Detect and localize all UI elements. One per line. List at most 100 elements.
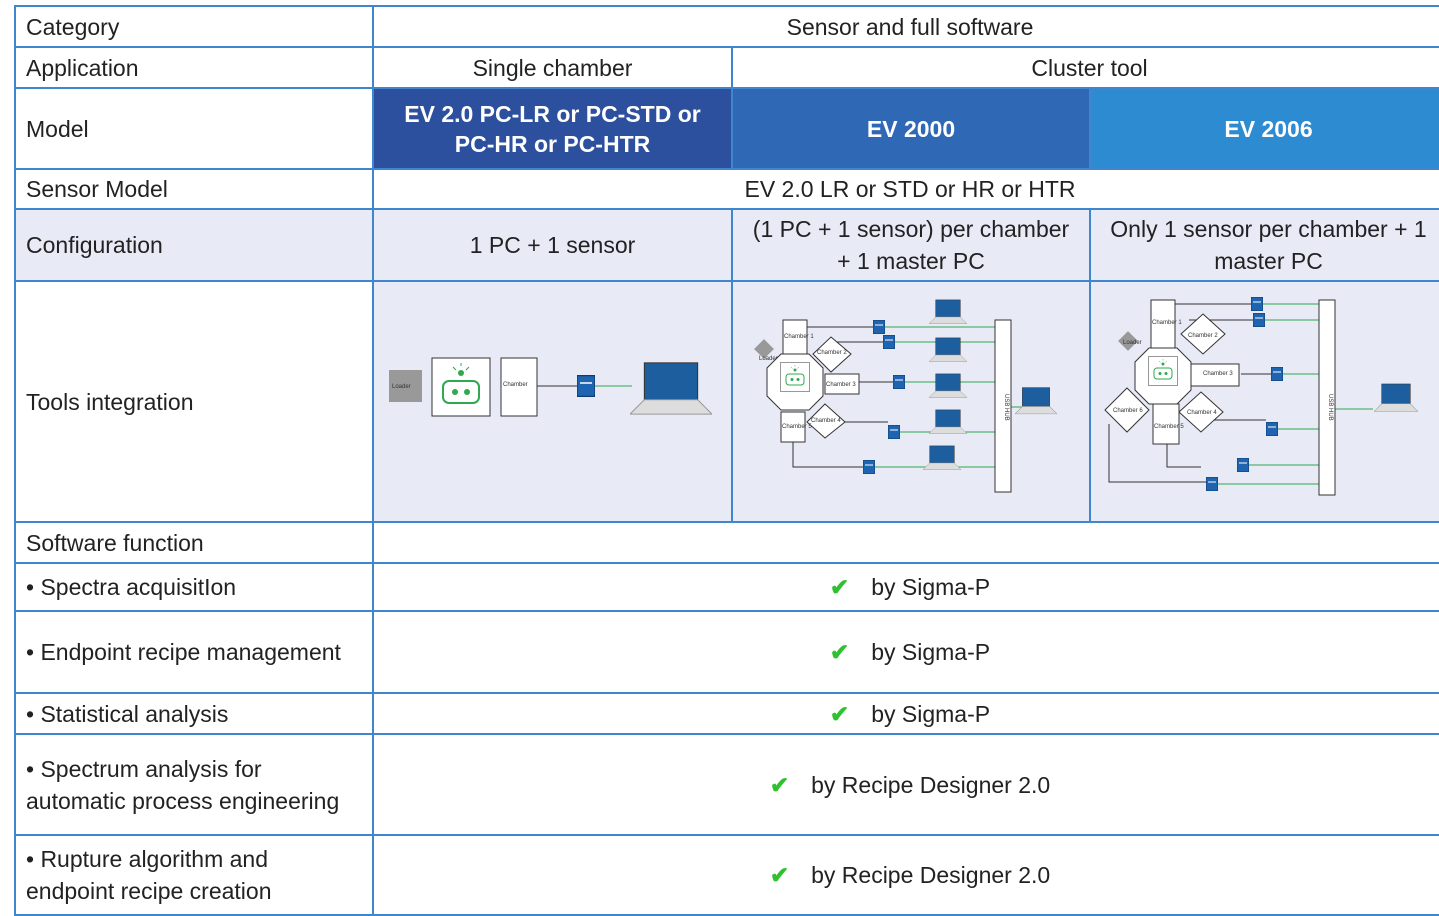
cell	[371, 521, 1439, 564]
row: Model EV 2.0 PC-LR or PC-STD or PC-HR or …	[14, 87, 1439, 170]
sensor	[883, 335, 895, 349]
usb-hub	[994, 319, 1012, 493]
diagram-label: USB HUB	[1003, 394, 1009, 421]
diagram-label: Chamber 6	[1113, 408, 1143, 414]
row: • Spectrum analysis for automatic proces…	[14, 733, 1439, 836]
laptop	[929, 409, 967, 434]
row: Configuration 1 PC + 1 sensor (1 PC + 1 se…	[14, 208, 1439, 282]
diagram-label: Chamber 4	[1187, 410, 1217, 416]
cell: Sensor and full software	[371, 5, 1439, 48]
cell: • Rupture algorithm and endpoint recipe …	[14, 834, 374, 916]
sensor	[873, 320, 885, 334]
sensor	[1251, 297, 1263, 311]
sensor	[893, 375, 905, 389]
diagram-label: Chamber 1	[784, 334, 814, 340]
row: Software function	[14, 521, 1439, 564]
diagram-label: Loader	[1123, 340, 1142, 346]
cell: 1 PC + 1 sensor	[372, 208, 733, 282]
chamber	[824, 373, 860, 395]
diagram-label: Chamber 2	[817, 350, 847, 356]
single-chamber-diagram: Loader Chamber	[389, 357, 712, 417]
cell: Model	[14, 87, 374, 170]
sensor	[888, 425, 900, 439]
cell: Only 1 sensor per chamber + 1 master PC	[1088, 208, 1439, 282]
cell: • Spectra acquisitIon	[14, 562, 374, 612]
cell: Tools integration	[14, 280, 374, 523]
cell: • Spectrum analysis for automatic proces…	[14, 733, 374, 836]
check-icon: ✔	[829, 574, 850, 600]
model-cell: EV 2.0 PC-LR or PC-STD or PC-HR or PC-HT…	[372, 87, 733, 170]
robot	[780, 362, 810, 392]
sensor	[1253, 313, 1265, 327]
laptop	[1374, 383, 1418, 412]
green-wires	[1218, 303, 1373, 485]
diagram-label: Chamber	[503, 382, 528, 388]
diagram-cell: Loader Chamber	[372, 280, 733, 523]
robot	[430, 357, 492, 417]
diagram-label: Chamber 1	[1152, 320, 1182, 326]
diagram-cell: Loader Chamber 1 Chamber 2 Chamber 3 Cha…	[1088, 280, 1439, 523]
cell: Configuration	[14, 208, 374, 282]
row: Application Single chamber Cluster tool	[14, 46, 1439, 89]
cell: ✔ by Sigma-P	[371, 692, 1439, 735]
cell: ✔ by Recipe Designer 2.0	[371, 733, 1439, 836]
chamber	[782, 319, 808, 355]
cell-text: by Recipe Designer 2.0	[811, 771, 1051, 798]
cell: Category	[14, 5, 374, 48]
usb-hub	[1318, 299, 1336, 496]
sensor	[1266, 422, 1278, 436]
cell: EV 2.0 LR or STD or HR or HTR	[371, 168, 1439, 210]
diagram-cell: Loader Chamber 1 Chamber 2 Chamber 3 Cha…	[731, 280, 1091, 523]
diagram-label: Chamber 3	[1203, 371, 1233, 377]
chamber	[1150, 299, 1176, 349]
cell: Application	[14, 46, 374, 89]
cell-text: by Recipe Designer 2.0	[811, 862, 1051, 888]
diagram-label: Loader	[759, 356, 778, 362]
sensor	[863, 460, 875, 474]
sensor	[1206, 477, 1218, 491]
ev2000-diagram: Loader Chamber 1 Chamber 2 Chamber 3 Cha…	[754, 299, 1057, 493]
check-icon: ✔	[829, 700, 850, 727]
cell-text: by Sigma-P	[871, 700, 991, 727]
row: • Endpoint recipe management ✔ by Sigma-P	[14, 610, 1439, 694]
sensor	[1237, 458, 1249, 472]
chamber	[1178, 391, 1224, 433]
wires	[792, 326, 893, 468]
laptop	[929, 337, 967, 362]
diagram-label: Chamber 2	[1188, 333, 1218, 339]
row: Category Sensor and full software	[14, 5, 1439, 48]
diagram-label: Chamber 4	[811, 418, 841, 424]
sensor	[577, 375, 595, 397]
row: • Statistical analysis ✔ by Sigma-P	[14, 692, 1439, 735]
chamber	[500, 357, 538, 417]
diagram-label: Chamber 5	[1154, 424, 1184, 430]
row: • Rupture algorithm and endpoint recipe …	[14, 834, 1439, 916]
model-cell: EV 2006	[1088, 87, 1439, 170]
robot	[1148, 356, 1178, 386]
loader	[389, 370, 422, 402]
cell: Sensor Model	[14, 168, 374, 210]
laptop	[1015, 387, 1057, 415]
chamber	[806, 403, 846, 439]
cell: Cluster tool	[730, 46, 1439, 89]
row: Tools integration Loader Chamber Loader …	[14, 280, 1439, 523]
cell: ✔ by Sigma-P	[371, 610, 1439, 694]
cell: • Statistical analysis	[14, 692, 374, 735]
ev2006-diagram: Loader Chamber 1 Chamber 2 Chamber 3 Cha…	[1104, 297, 1418, 496]
chamber	[780, 411, 806, 443]
diagram-label: Chamber 3	[826, 382, 856, 388]
cell: • Endpoint recipe management	[14, 610, 374, 694]
check-icon: ✔	[829, 639, 850, 665]
laptop	[929, 299, 967, 324]
loader	[1118, 331, 1138, 351]
cell: Software function	[14, 521, 374, 564]
chamber	[1152, 403, 1180, 445]
row: Sensor Model EV 2.0 LR or STD or HR or HT…	[14, 168, 1439, 210]
cell: ✔ by Sigma-P	[371, 562, 1439, 612]
cell: Single chamber	[372, 46, 733, 89]
cell: ✔ by Recipe Designer 2.0	[371, 834, 1439, 916]
chamber	[1104, 387, 1150, 433]
model-cell: EV 2000	[731, 87, 1091, 170]
